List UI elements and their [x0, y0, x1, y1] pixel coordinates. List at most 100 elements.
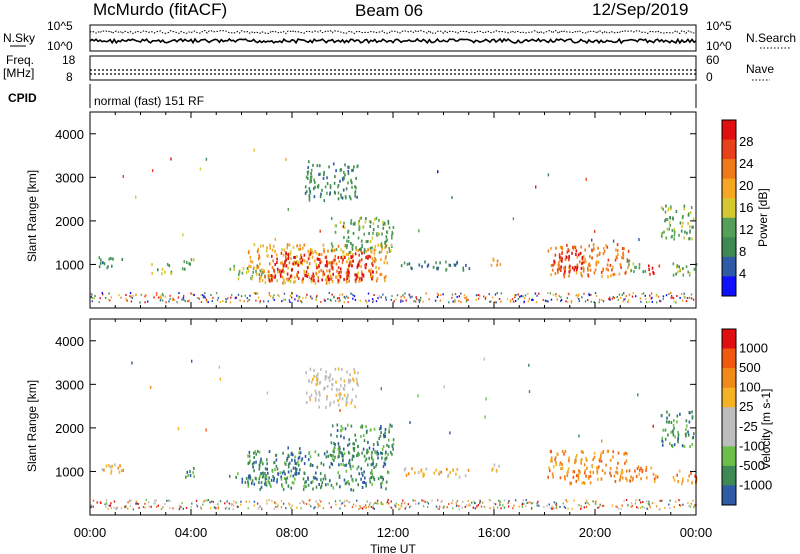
colorbar-segment [722, 485, 736, 506]
scatter-speckle [298, 297, 300, 300]
echo-cell [377, 443, 379, 446]
echo-cell [691, 481, 693, 485]
scatter-speckle [274, 501, 276, 504]
scatter-speckle [414, 300, 417, 303]
scatter-speckle [551, 507, 553, 510]
echo-cell [286, 459, 288, 462]
scatter-speckle [570, 301, 573, 304]
echo-cell [574, 265, 576, 269]
scatter-speckle [94, 295, 96, 297]
echo-cell [404, 467, 407, 471]
scatter-speckle [615, 505, 617, 508]
scatter-speckle [500, 507, 502, 510]
echo-cell [323, 249, 325, 253]
scatter-speckle [261, 506, 263, 509]
echo-cell [247, 484, 250, 488]
echo-cell [317, 372, 319, 376]
echo-cell [362, 273, 364, 277]
scatter-speckle [413, 300, 415, 303]
echo-cell [573, 470, 576, 474]
echo-cell [405, 473, 408, 477]
echo-cell [268, 481, 271, 485]
echo-cell [259, 269, 262, 273]
nave-tick-top: 60 [706, 53, 720, 67]
scatter-speckle [365, 506, 367, 509]
echo-cell [335, 262, 338, 266]
echo-cell [626, 259, 629, 263]
echo-cell [587, 263, 590, 267]
scatter-speckle [176, 301, 179, 304]
echo-cell [323, 272, 326, 276]
echo-cell [329, 401, 332, 405]
scatter-speckle [517, 297, 520, 300]
echo-cell [357, 236, 360, 240]
echo-cell [327, 454, 329, 458]
echo-cell [334, 254, 336, 258]
echo-cell [290, 452, 293, 456]
echo-cell [344, 482, 347, 486]
echo-cell [356, 195, 358, 199]
scatter-speckle [525, 505, 527, 508]
echo-cell [303, 484, 305, 488]
echo-cell [584, 260, 587, 264]
scatter-speckle [309, 499, 311, 502]
scatter-speckle [477, 297, 480, 300]
scatter-speckle [173, 299, 175, 301]
echo-cell [437, 266, 439, 270]
scatter-speckle [96, 501, 98, 504]
echo-cell [622, 253, 624, 257]
echo-cell [186, 261, 188, 264]
scatter-speckle [568, 293, 570, 296]
echo-cell [361, 251, 363, 255]
echo-cell [637, 465, 640, 469]
scatter-speckle [640, 300, 642, 303]
echo-cell [304, 454, 307, 458]
cpid-text: normal (fast) 151 RF [94, 94, 204, 108]
echo-cell [611, 268, 613, 272]
echo-cell [426, 264, 429, 268]
echo-cell [319, 229, 321, 233]
echo-cell [301, 258, 304, 262]
scatter-speckle [275, 505, 277, 508]
scatter-speckle [232, 508, 234, 511]
scatter-speckle [240, 500, 242, 503]
scatter-speckle [439, 299, 441, 302]
scatter-speckle [148, 505, 150, 508]
echo-cell [496, 259, 499, 263]
echo-cell [372, 270, 374, 274]
scatter-speckle [115, 507, 118, 510]
echo-cell [589, 470, 592, 474]
echo-cell [369, 247, 372, 250]
scatter-speckle [562, 502, 564, 505]
echo-cell [265, 481, 268, 485]
colorbar-segment [722, 426, 736, 447]
echo-cell [271, 274, 274, 278]
scatter-speckle [277, 504, 279, 507]
echo-cell [358, 248, 361, 252]
echo-cell [348, 461, 350, 465]
echo-cell [323, 452, 326, 456]
scatter-speckle [515, 294, 517, 296]
echo-cell [348, 458, 351, 462]
echo-cell [274, 275, 276, 279]
echo-cell [369, 255, 372, 259]
scatter-speckle [314, 506, 316, 509]
echo-cell [282, 487, 285, 491]
echo-cell [621, 471, 624, 475]
echo-cell [621, 247, 624, 250]
echo-cell [645, 476, 648, 480]
echo-cell [403, 261, 406, 265]
echo-cell [380, 244, 382, 248]
echo-cell [550, 273, 552, 277]
x-tick-label: 12:00 [377, 525, 410, 540]
scatter-speckle [692, 499, 694, 502]
scatter-speckle [515, 300, 517, 302]
scatter-speckle [291, 296, 293, 299]
scatter-speckle [191, 502, 193, 505]
echo-cell [572, 245, 574, 249]
echo-cell [339, 220, 342, 224]
echo-cell [378, 266, 380, 270]
scatter-speckle [144, 301, 146, 304]
scatter-speckle [587, 502, 589, 505]
